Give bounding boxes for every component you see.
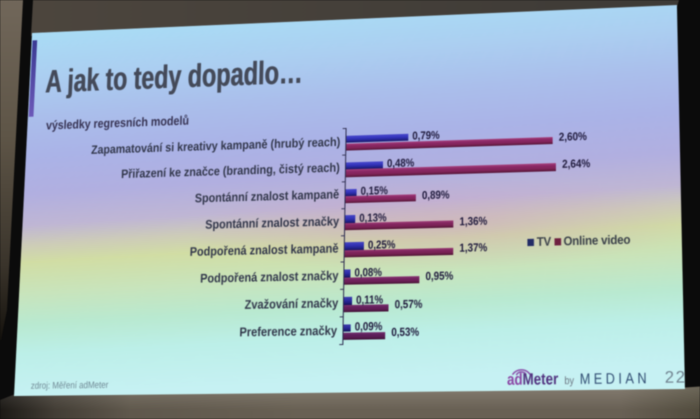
svg-text:by: by (564, 374, 574, 387)
svg-text:ad: ad (507, 370, 523, 389)
svg-text:Meter: Meter (523, 369, 559, 388)
svg-text:MEDIAN: MEDIAN (580, 369, 651, 387)
